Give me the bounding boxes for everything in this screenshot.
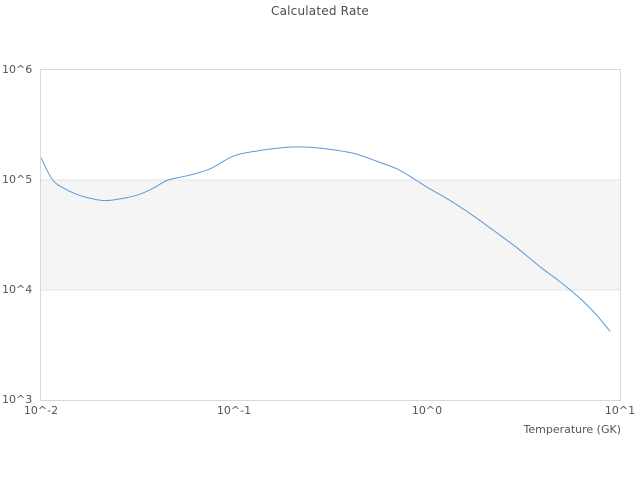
- x-tick-label: 10^-2: [23, 404, 59, 417]
- shaded-band: [41, 180, 620, 290]
- x-tick-label: 10^-1: [216, 404, 252, 417]
- chart-title: Calculated Rate: [271, 4, 369, 18]
- gridlines-group: [41, 179, 620, 291]
- y-tick-label: 10^3: [2, 393, 33, 406]
- y-tick-label: 10^4: [2, 283, 33, 296]
- x-tick-label: 10^0: [411, 404, 443, 417]
- x-tick-label: 10^1: [604, 404, 636, 417]
- y-tick-label: 10^6: [2, 63, 33, 76]
- y-tick-label: 10^5: [2, 173, 33, 186]
- x-axis-label: Temperature (GK): [523, 423, 622, 436]
- plot-svg: [41, 146, 620, 332]
- plot-area: [40, 69, 621, 401]
- shaded-band-group: [41, 180, 620, 290]
- series-line: [41, 146, 611, 332]
- series-group: [41, 146, 611, 332]
